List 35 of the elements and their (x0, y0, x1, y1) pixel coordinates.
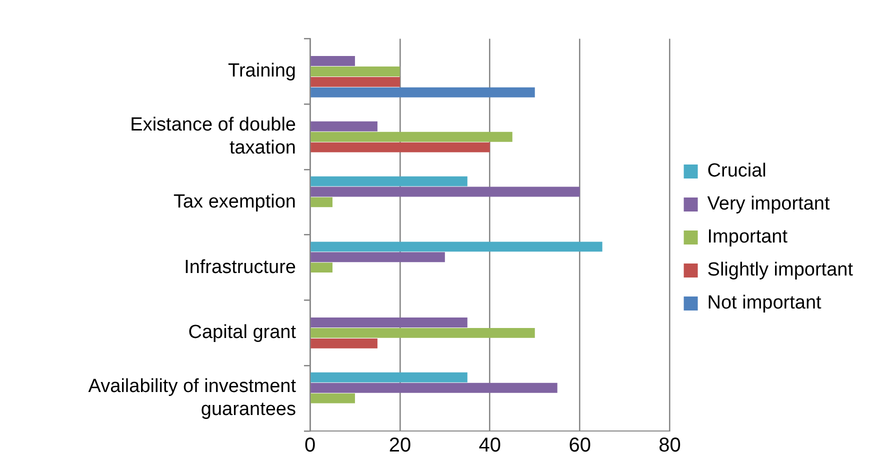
y-tick-label: Capital grant (188, 322, 297, 344)
x-tick-label: 40 (478, 434, 502, 457)
bar (310, 132, 512, 142)
legend-label: Important (707, 226, 788, 248)
bar (310, 382, 558, 393)
x-tick-label: 80 (658, 434, 681, 457)
x-tick-label: 20 (388, 434, 412, 457)
bar (310, 87, 535, 98)
x-tick-label: 0 (304, 434, 316, 457)
legend-label: Slightly important (707, 260, 854, 281)
bar (310, 328, 535, 338)
legend-label: Very important (707, 194, 830, 215)
bar (310, 338, 378, 348)
y-tick-label: Training (228, 60, 296, 82)
bar (310, 262, 332, 273)
bar (310, 56, 355, 66)
bar (310, 176, 468, 186)
bar (310, 142, 490, 152)
y-tick-label: Tax exemption (173, 191, 296, 212)
bar (310, 186, 580, 197)
legend-label: Not important (707, 292, 822, 314)
bar (310, 242, 602, 252)
bar (310, 121, 378, 132)
bar (310, 66, 400, 76)
bar (310, 197, 332, 208)
y-tick-label: Existance of double taxation (130, 114, 296, 158)
y-tick-label: Infrastructure (184, 256, 296, 278)
bar (310, 393, 355, 404)
bar (310, 76, 400, 87)
bar (310, 372, 468, 382)
bar (310, 318, 468, 328)
legend-label: Crucial (707, 160, 766, 182)
bar (310, 252, 445, 262)
x-tick-label: 60 (568, 434, 591, 457)
y-tick-label: Availability of investment guarantees (88, 376, 297, 420)
